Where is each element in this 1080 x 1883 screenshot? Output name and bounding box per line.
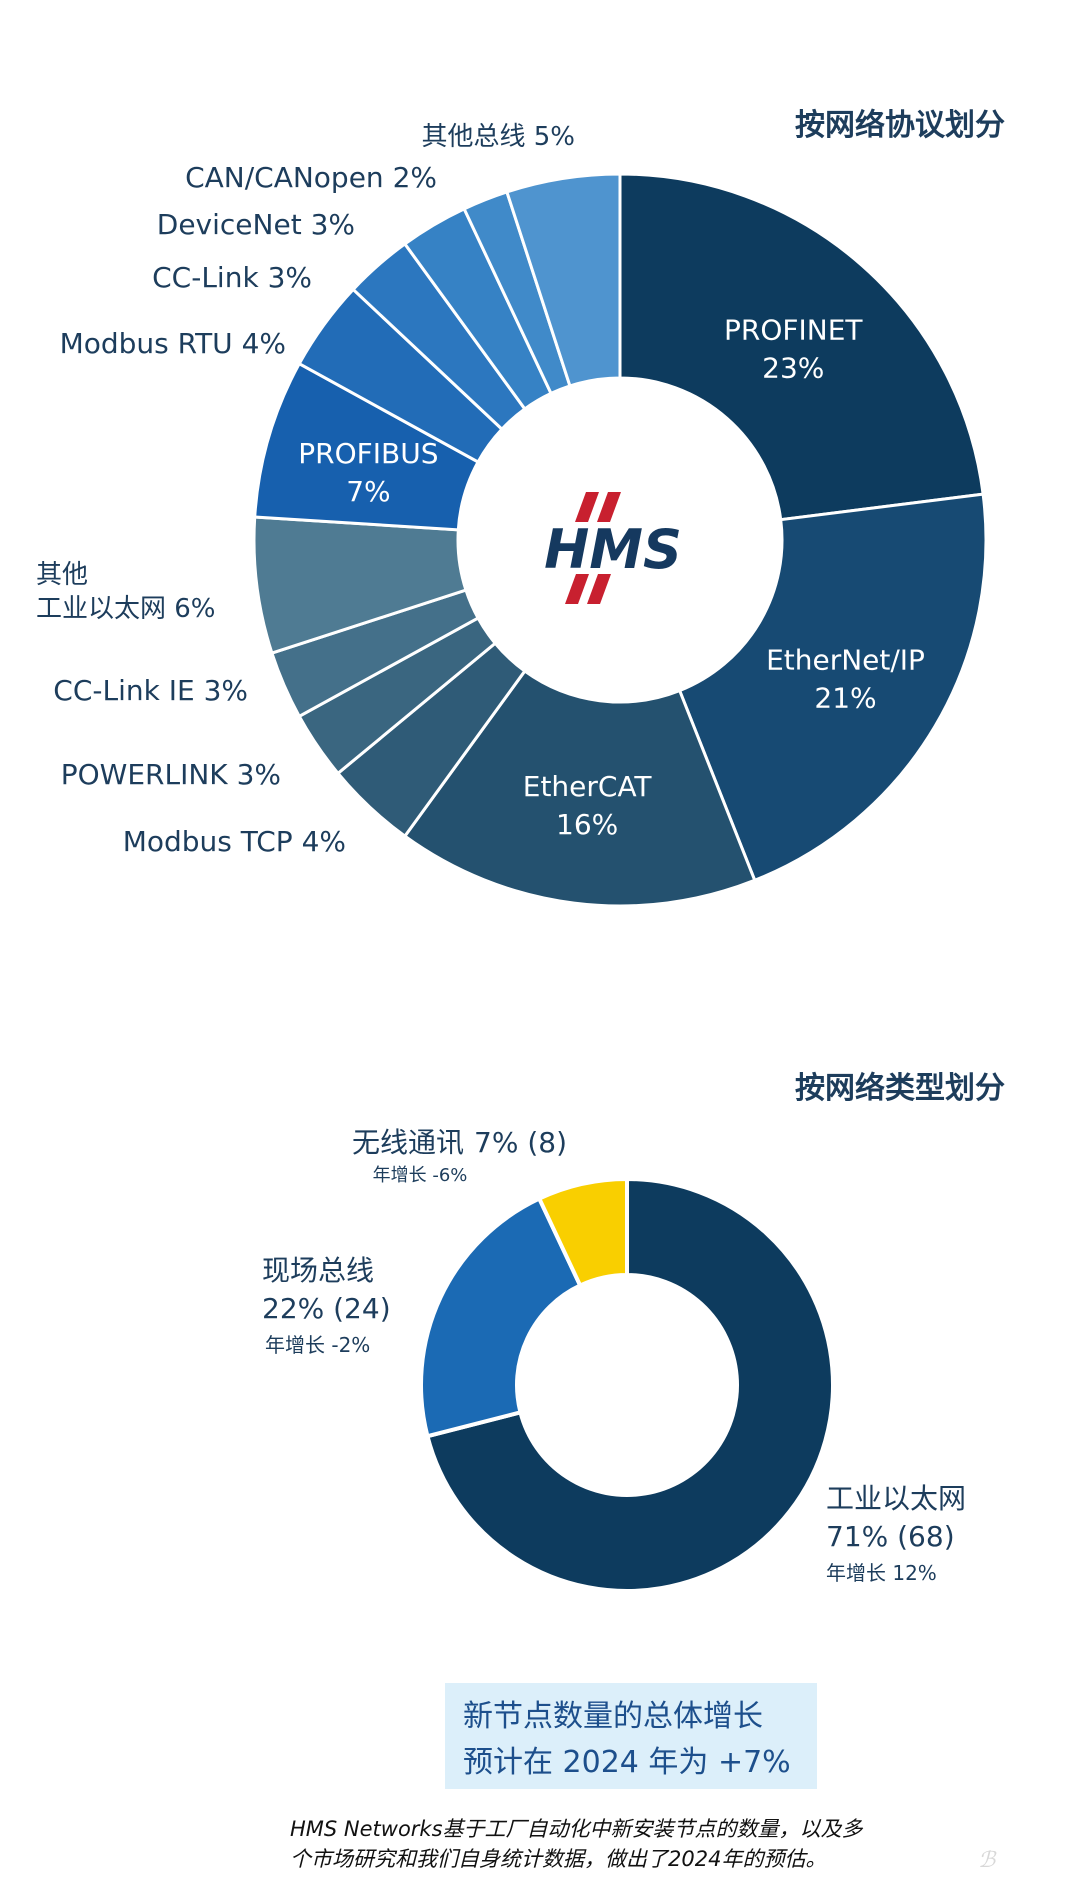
slice-item-1 (419, 1195, 583, 1439)
logo-red-stripe (565, 574, 589, 604)
label-fieldbus-value: 22% (24) (262, 1292, 391, 1325)
label-ethernet-value: 71% (68) (826, 1520, 955, 1553)
slice-value-profinet: 23% (762, 351, 824, 384)
logo-red-stripe (575, 492, 599, 522)
slice-item-0 (425, 1176, 835, 1593)
hms-logo: HMS (544, 492, 682, 604)
label-ethernet-name: 工业以太网 (826, 1482, 966, 1515)
footnote-line1: HMS Networks基于工厂自动化中新安装节点的数量，以及多 (290, 1817, 863, 1841)
slice-value-ethernet-ip: 21% (814, 681, 876, 714)
slice-label-ethercat: EtherCAT (523, 770, 653, 803)
growth-note-line2: 预计在 2024 年为 +7% (463, 1745, 791, 1780)
label-wireless-name: 无线通讯 7% (8) (352, 1126, 567, 1159)
slice-ethercat (402, 668, 757, 908)
logo-red-stripe (597, 492, 621, 522)
slice-ethernet-ip (677, 492, 988, 883)
footnote-line2: 个市场研究和我们自身统计数据，做出了2024年的预估。 (290, 1847, 827, 1871)
label-devicenet: DeviceNet 3% (157, 208, 355, 241)
slice-label-profinet: PROFINET (724, 313, 863, 346)
label-fieldbus-name: 现场总线 (262, 1254, 374, 1287)
logo-red-stripe (587, 574, 611, 604)
slice-profinet (618, 172, 985, 522)
label-fieldbus-growth: 年增长 -2% (265, 1333, 370, 1357)
label-modbus-rtu: Modbus RTU 4% (60, 327, 286, 360)
logo-text: HMS (544, 518, 682, 581)
slice-5 (505, 172, 622, 388)
protocol-donut (252, 172, 988, 908)
label-other-fieldbus: 其他总线 5% (421, 122, 575, 152)
label-ethernet-growth: 年增长 12% (826, 1561, 937, 1585)
label-cc-link-ie: CC-Link IE 3% (53, 674, 248, 707)
slice-label-profibus: PROFIBUS (298, 437, 438, 470)
slice-item-2 (536, 1176, 629, 1289)
label-powerlink: POWERLINK 3% (61, 758, 281, 791)
label-cc-link: CC-Link 3% (152, 261, 312, 294)
label-can-canopen: CAN/CANopen 2% (185, 161, 437, 194)
chart2-title: 按网络类型划分 (795, 1071, 1005, 1106)
label-other-ethernet-line2: 工业以太网 6% (36, 594, 216, 624)
network-type-donut (419, 1176, 835, 1593)
label-wireless-growth: 年增长 -6% (373, 1165, 468, 1186)
watermark-mark: ℬ (978, 1848, 996, 1873)
growth-note-box: 新节点数量的总体增长 预计在 2024 年为 +7% (445, 1683, 817, 1789)
slice-value-ethercat: 16% (556, 808, 618, 841)
label-modbus-tcp: Modbus TCP 4% (123, 825, 346, 858)
slice-value-profibus: 7% (346, 475, 390, 508)
growth-note-line1: 新节点数量的总体增长 (463, 1699, 763, 1734)
chart1-title: 按网络协议划分 (795, 108, 1005, 143)
slice-label-ethernet-ip: EtherNet/IP (766, 643, 925, 676)
label-other-ethernet-line1: 其他 (36, 560, 88, 590)
